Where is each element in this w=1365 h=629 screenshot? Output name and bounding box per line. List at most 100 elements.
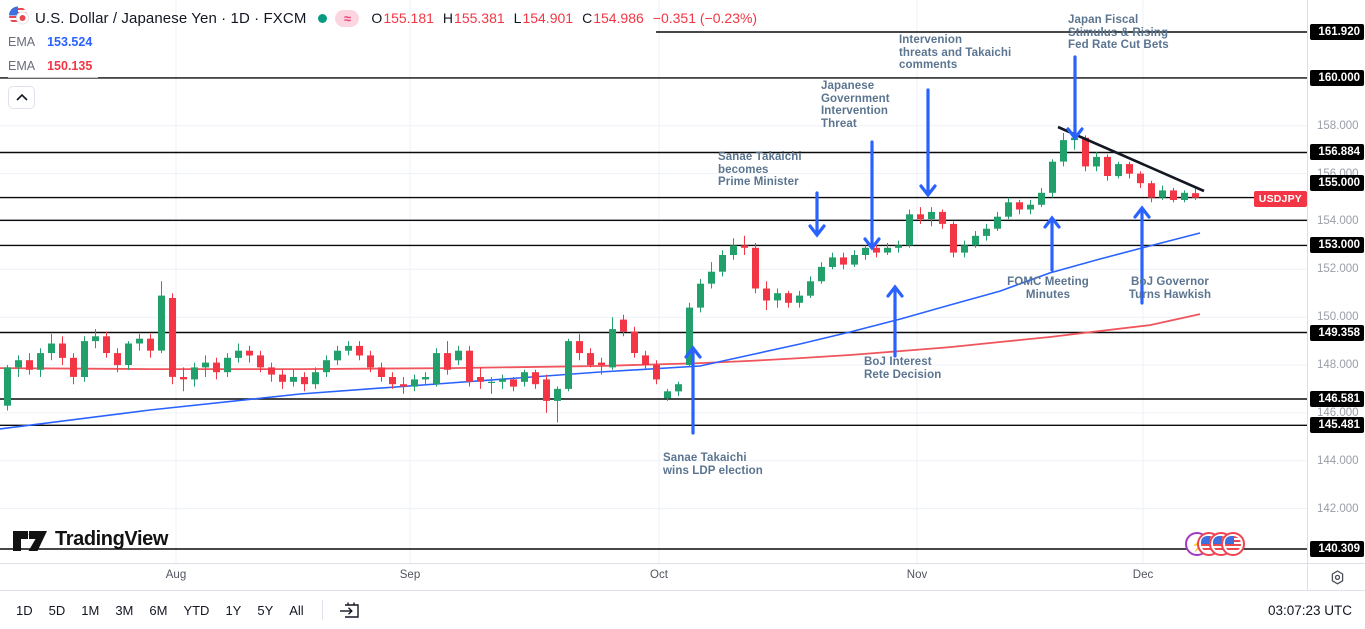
candle-body — [565, 341, 572, 389]
price-level-label[interactable]: 146.581 — [1310, 390, 1364, 407]
time-axis-month-dec[interactable]: Dec — [1132, 569, 1154, 581]
ema-slow-label: EMA — [8, 59, 36, 73]
annotation-arrow[interactable] — [1133, 205, 1151, 305]
range-button-1y[interactable]: 1Y — [217, 598, 249, 623]
time-axis[interactable]: Aug Sep Oct Nov Dec — [0, 563, 1307, 591]
price-level-label[interactable]: 149.358 — [1310, 324, 1364, 341]
candle-body — [1038, 192, 1045, 205]
candle-body — [455, 350, 462, 361]
annotation-arrow[interactable] — [1066, 55, 1084, 141]
tradingview-logo-icon — [13, 531, 47, 551]
range-button-5d[interactable]: 5D — [41, 598, 74, 623]
price-axis-tick[interactable]: 148.000 — [1317, 359, 1359, 371]
time-axis-month-nov[interactable]: Nov — [906, 569, 928, 581]
price-level-label[interactable]: 161.920 — [1310, 24, 1364, 40]
price-level-label[interactable]: 156.884 — [1310, 144, 1364, 161]
ema-fast-line[interactable] — [0, 232, 1201, 430]
range-button-ytd[interactable]: YTD — [175, 598, 217, 623]
utc-clock[interactable]: 03:07:23 UTC — [1267, 602, 1352, 618]
axis-settings-corner[interactable] — [1307, 563, 1365, 591]
price-level-label[interactable]: 155.000 — [1310, 175, 1364, 191]
candle-body — [543, 379, 550, 401]
symbol-title[interactable]: U.S. Dollar / Japanese Yen · 1D · FXCM — [35, 9, 307, 27]
candle-body — [785, 293, 792, 303]
candle-body — [1126, 164, 1133, 174]
bottom-toolbar: 1D 5D 1M 3M 6M YTD 1Y 5Y All 03:07:23 UTC — [0, 590, 1365, 629]
candle-body — [554, 388, 561, 401]
candle-body — [906, 214, 913, 246]
price-axis[interactable]: 158.000 156.000 154.000 152.000 150.000 148.0… — [1307, 0, 1365, 563]
candle-body — [1005, 202, 1012, 217]
event-markers[interactable]: ⚡ — [1185, 532, 1245, 560]
annotation-text[interactable]: Sanae Takaichi wins LDP election — [663, 452, 763, 477]
go-to-date-button[interactable] — [333, 598, 367, 623]
us-flag-event-icon[interactable] — [1221, 532, 1245, 556]
candle-body — [730, 245, 737, 255]
candle-body — [257, 355, 264, 368]
candle-body — [26, 360, 33, 370]
candle-body — [70, 357, 77, 377]
candle-body — [620, 319, 627, 332]
candle-body — [279, 374, 286, 382]
indicator-row-ema-slow[interactable]: EMA 150.135 — [8, 54, 99, 78]
candle-body — [807, 281, 814, 296]
candle-body — [136, 338, 143, 344]
price-chart[interactable] — [0, 0, 1307, 563]
candle-body — [444, 353, 451, 370]
range-button-1d[interactable]: 1D — [8, 598, 41, 623]
annotation-text[interactable]: BoJ Governor Turns Hawkish — [1128, 276, 1212, 301]
ema-slow-value: 150.135 — [47, 59, 93, 73]
annotation-arrow[interactable] — [684, 345, 702, 435]
indicator-row-ema-fast[interactable]: EMA 153.524 — [8, 30, 99, 54]
price-axis-tick[interactable]: 158.000 — [1317, 119, 1359, 132]
price-axis-tick[interactable]: 152.000 — [1317, 263, 1359, 276]
open-value: 155.181 — [383, 10, 434, 26]
range-button-3m[interactable]: 3M — [107, 598, 141, 623]
range-button-5y[interactable]: 5Y — [249, 598, 281, 623]
annotation-text[interactable]: BoJ Interest Rete Decision — [864, 356, 942, 381]
chart-canvas[interactable]: U.S. Dollar / Japanese Yen · 1D · FXCM ≈… — [0, 0, 1307, 563]
symbol-flag-icon — [8, 5, 29, 31]
market-status-icon[interactable] — [318, 13, 328, 23]
range-button-1m[interactable]: 1M — [73, 598, 107, 623]
legend-collapse-button[interactable] — [8, 86, 35, 109]
candle-body — [741, 245, 748, 248]
range-button-6m[interactable]: 6M — [141, 598, 175, 623]
annotation-arrow[interactable] — [863, 140, 881, 251]
annotation-text[interactable]: Intervenion threats and Takaichi comment… — [899, 34, 1012, 71]
price-axis-tick[interactable]: 154.000 — [1317, 215, 1359, 228]
annotation-text[interactable]: Japan Fiscal Stimulus & Rising Fed Rate … — [1068, 14, 1169, 51]
candle-body — [169, 298, 176, 377]
time-axis-month-sep[interactable]: Sep — [399, 569, 421, 581]
price-level-label[interactable]: 140.309 — [1310, 541, 1364, 557]
delayed-data-icon[interactable]: ≈ — [335, 9, 360, 27]
gear-icon[interactable] — [1329, 569, 1346, 586]
price-axis-tick[interactable]: 146.000 — [1317, 406, 1359, 419]
price-level-label[interactable]: 153.000 — [1310, 237, 1364, 254]
candle-body — [1137, 173, 1144, 184]
time-axis-month-aug[interactable]: Aug — [165, 569, 187, 581]
range-button-all[interactable]: All — [281, 598, 311, 623]
high-value: 155.381 — [454, 10, 505, 26]
candle-body — [576, 341, 583, 354]
current-price-label[interactable]: USDJPY — [1253, 191, 1307, 207]
annotation-arrow[interactable] — [886, 284, 904, 358]
chevron-up-icon — [15, 94, 28, 101]
annotation-text[interactable]: Sanae Takaichi becomes Prime Minister — [718, 151, 802, 188]
annotation-text[interactable]: Japanese Government Intervention Threat — [821, 80, 890, 130]
candle-body — [213, 362, 220, 373]
price-axis-tick[interactable]: 144.000 — [1317, 454, 1359, 467]
annotation-arrow[interactable] — [919, 88, 937, 198]
annotation-arrow[interactable] — [808, 191, 826, 238]
annotation-text[interactable]: FOMC Meeting Minutes — [1007, 276, 1089, 301]
annotation-arrow[interactable] — [1043, 215, 1061, 272]
ema-slow-line[interactable] — [0, 313, 1201, 371]
price-level-label[interactable]: 145.481 — [1310, 417, 1364, 434]
price-axis-tick[interactable]: 142.000 — [1317, 502, 1359, 515]
price-level-label[interactable]: 160.000 — [1310, 69, 1364, 86]
trendline-drawing[interactable] — [1057, 125, 1205, 193]
time-axis-month-oct[interactable]: Oct — [650, 569, 668, 581]
ohlc-readout: O 155.181 H 155.381 L 154.901 C 154.986 −0.3… — [371, 10, 757, 26]
candle-body — [400, 384, 407, 387]
price-axis-tick[interactable]: 150.000 — [1317, 311, 1359, 324]
